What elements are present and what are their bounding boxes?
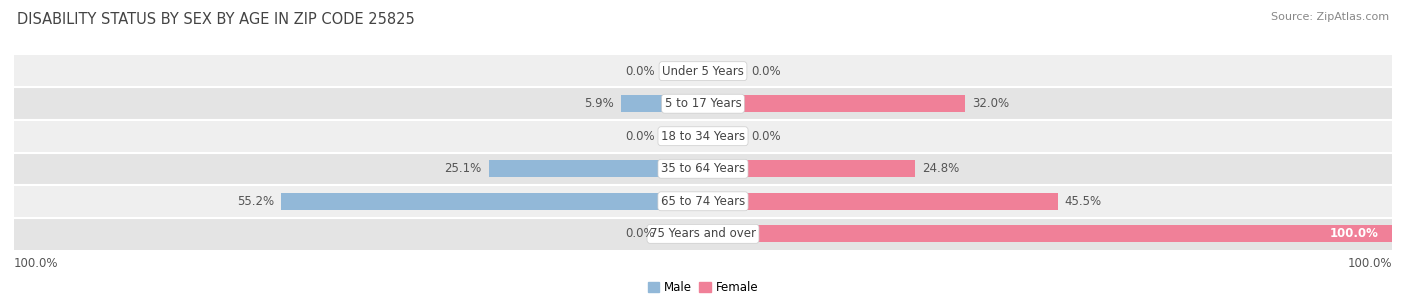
- Text: 55.2%: 55.2%: [238, 195, 274, 208]
- Text: 0.0%: 0.0%: [751, 65, 780, 78]
- Bar: [14, 88, 1392, 120]
- Bar: [744, 193, 1057, 210]
- Text: 24.8%: 24.8%: [922, 162, 959, 175]
- Text: 100.0%: 100.0%: [1329, 227, 1378, 240]
- Text: 25.1%: 25.1%: [444, 162, 482, 175]
- Text: Source: ZipAtlas.com: Source: ZipAtlas.com: [1271, 12, 1389, 22]
- Bar: [14, 185, 1392, 217]
- Bar: [744, 95, 965, 112]
- Text: 0.0%: 0.0%: [626, 130, 655, 143]
- Bar: [14, 217, 1392, 250]
- Text: 100.0%: 100.0%: [14, 257, 59, 270]
- Bar: [489, 160, 662, 177]
- Text: 75 Years and over: 75 Years and over: [650, 227, 756, 240]
- Text: 0.0%: 0.0%: [626, 227, 655, 240]
- Text: 5 to 17 Years: 5 to 17 Years: [665, 97, 741, 110]
- Bar: [281, 193, 662, 210]
- Bar: [621, 95, 662, 112]
- Bar: [14, 152, 1392, 185]
- Text: 0.0%: 0.0%: [751, 130, 780, 143]
- Text: 32.0%: 32.0%: [972, 97, 1010, 110]
- Bar: [744, 225, 1406, 242]
- Text: 45.5%: 45.5%: [1064, 195, 1102, 208]
- Text: 5.9%: 5.9%: [585, 97, 614, 110]
- Text: 35 to 64 Years: 35 to 64 Years: [661, 162, 745, 175]
- Bar: [14, 55, 1392, 88]
- Bar: [744, 160, 915, 177]
- Text: 18 to 34 Years: 18 to 34 Years: [661, 130, 745, 143]
- Text: Under 5 Years: Under 5 Years: [662, 65, 744, 78]
- Text: 100.0%: 100.0%: [1347, 257, 1392, 270]
- Text: 0.0%: 0.0%: [626, 65, 655, 78]
- Legend: Male, Female: Male, Female: [643, 276, 763, 299]
- Text: DISABILITY STATUS BY SEX BY AGE IN ZIP CODE 25825: DISABILITY STATUS BY SEX BY AGE IN ZIP C…: [17, 12, 415, 27]
- Bar: [14, 120, 1392, 152]
- Text: 65 to 74 Years: 65 to 74 Years: [661, 195, 745, 208]
